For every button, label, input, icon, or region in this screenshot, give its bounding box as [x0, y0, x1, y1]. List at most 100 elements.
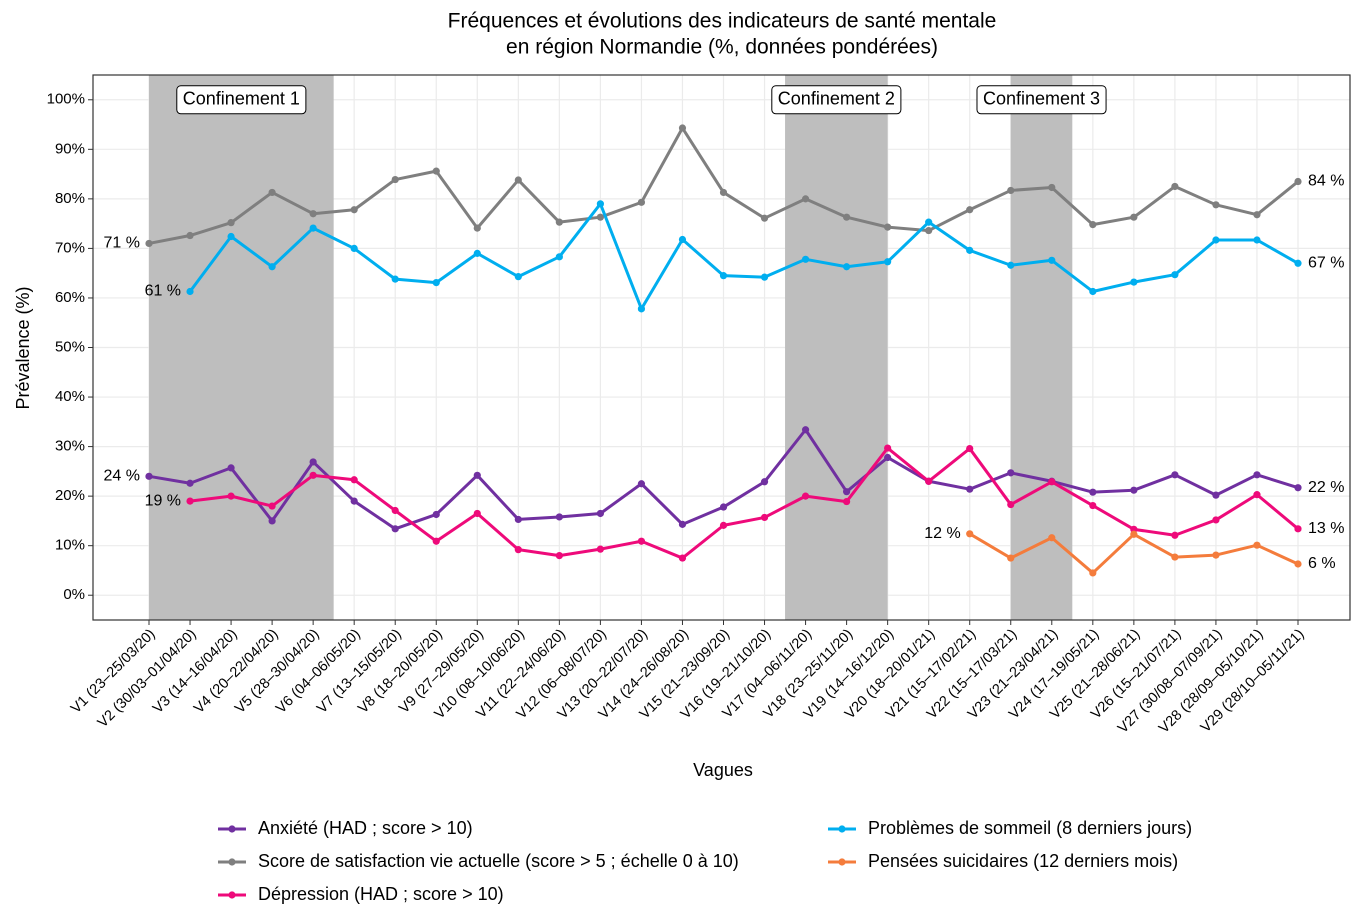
legend-point	[228, 825, 236, 833]
point	[1212, 516, 1220, 524]
point	[719, 272, 728, 280]
point	[227, 232, 235, 241]
point	[1130, 486, 1138, 494]
value-label: 84 %	[1308, 173, 1344, 190]
point	[1089, 287, 1097, 296]
point	[1171, 553, 1179, 561]
y-tick-label: 100%	[47, 91, 85, 108]
point	[801, 195, 810, 203]
point	[596, 509, 604, 518]
point	[719, 503, 728, 511]
y-tick-label: 60%	[55, 289, 85, 306]
region-label-box	[176, 85, 307, 115]
point	[186, 287, 194, 296]
point	[678, 554, 687, 562]
region	[149, 75, 334, 620]
point	[391, 506, 399, 515]
point	[145, 239, 153, 248]
point	[227, 492, 235, 500]
point	[1130, 213, 1138, 221]
region-label: Confinement 2	[778, 89, 895, 109]
point	[186, 231, 194, 240]
y-tick-label: 20%	[55, 487, 85, 504]
point	[1048, 478, 1056, 486]
point	[1007, 261, 1015, 269]
y-tick-label: 30%	[55, 438, 85, 455]
point	[801, 255, 810, 263]
chart-title: en région Normandie (%, données pondérée…	[506, 36, 938, 59]
point	[350, 497, 358, 505]
point	[1089, 221, 1097, 229]
point	[227, 219, 235, 227]
point	[514, 176, 522, 184]
point	[1253, 236, 1261, 244]
legend-point	[228, 891, 236, 899]
point	[514, 546, 522, 554]
point	[186, 479, 194, 487]
point	[637, 305, 646, 313]
point	[391, 175, 399, 184]
point	[843, 497, 851, 506]
point	[801, 492, 810, 500]
y-axis-title: Prévalence (%)	[13, 286, 33, 409]
panel-border	[92, 74, 1351, 621]
point	[1171, 531, 1179, 539]
legend-point	[838, 858, 846, 866]
point	[884, 223, 892, 231]
point	[925, 226, 933, 235]
point	[884, 258, 892, 266]
point	[966, 485, 974, 493]
point	[145, 472, 153, 480]
series-line	[188, 202, 1299, 311]
point	[1294, 177, 1302, 186]
point	[1253, 541, 1261, 549]
value-label: 71 %	[104, 235, 140, 252]
y-tick-label: 10%	[55, 537, 85, 554]
region	[1010, 75, 1073, 620]
point	[555, 218, 563, 226]
point	[966, 206, 974, 214]
y-tick-label: 80%	[55, 190, 85, 207]
point	[432, 278, 440, 287]
y-tick-label: 90%	[55, 140, 85, 157]
legend-label: Anxiété (HAD ; score > 10)	[258, 818, 473, 838]
point	[801, 426, 810, 434]
point	[719, 521, 728, 529]
point	[268, 502, 276, 510]
legend-point	[838, 825, 846, 833]
value-label: 19 %	[145, 492, 181, 509]
point	[268, 517, 276, 525]
point	[678, 235, 687, 244]
point	[432, 537, 440, 545]
point	[596, 200, 604, 208]
point	[966, 530, 974, 538]
chart-title: Fréquences et évolutions des indicateurs…	[448, 10, 997, 33]
value-label: 24 %	[104, 468, 140, 485]
legend-label: Score de satisfaction vie actuelle (scor…	[258, 851, 739, 871]
point	[843, 263, 851, 271]
region-label-box	[976, 85, 1107, 115]
point	[309, 458, 317, 466]
value-label: 67 %	[1308, 254, 1344, 271]
point	[473, 509, 481, 518]
point	[1294, 484, 1302, 492]
point	[760, 214, 769, 222]
point	[555, 513, 563, 521]
point	[1212, 491, 1220, 499]
point	[555, 551, 563, 560]
value-label: 6 %	[1308, 555, 1336, 572]
point	[966, 444, 974, 453]
point	[1130, 278, 1138, 286]
point	[596, 213, 604, 221]
point	[925, 477, 933, 485]
point	[1212, 551, 1220, 559]
point	[432, 167, 440, 175]
point	[1048, 534, 1056, 542]
point	[925, 218, 933, 226]
point	[884, 453, 892, 462]
point	[637, 480, 646, 488]
region-label: Confinement 1	[183, 89, 300, 109]
point	[760, 273, 769, 281]
point	[268, 188, 276, 197]
